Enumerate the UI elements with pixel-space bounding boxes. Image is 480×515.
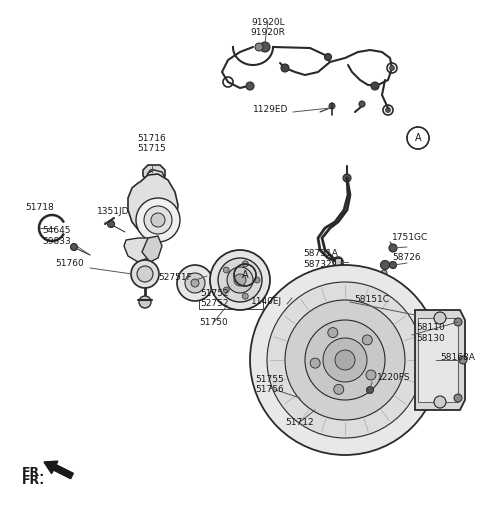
Circle shape bbox=[191, 279, 199, 287]
Polygon shape bbox=[335, 258, 341, 267]
Circle shape bbox=[434, 396, 446, 408]
Text: FR.: FR. bbox=[22, 473, 45, 487]
Text: 51712: 51712 bbox=[286, 418, 314, 427]
Circle shape bbox=[234, 274, 246, 286]
Circle shape bbox=[285, 300, 405, 420]
Circle shape bbox=[335, 350, 355, 370]
Circle shape bbox=[218, 258, 262, 302]
Circle shape bbox=[334, 384, 344, 394]
Text: 58151C: 58151C bbox=[354, 296, 389, 304]
Circle shape bbox=[254, 277, 260, 283]
Polygon shape bbox=[128, 174, 178, 238]
Circle shape bbox=[223, 287, 229, 293]
Circle shape bbox=[323, 338, 367, 382]
Polygon shape bbox=[418, 318, 458, 402]
Text: 58168A: 58168A bbox=[440, 353, 475, 363]
Text: 52751F: 52751F bbox=[158, 272, 192, 282]
Circle shape bbox=[267, 282, 423, 438]
Circle shape bbox=[343, 174, 351, 182]
Text: 54645
59833: 54645 59833 bbox=[42, 226, 71, 246]
Text: 51752
52752: 51752 52752 bbox=[200, 289, 228, 308]
Polygon shape bbox=[272, 288, 318, 332]
Text: 51716
51715: 51716 51715 bbox=[138, 133, 167, 153]
Polygon shape bbox=[124, 238, 152, 262]
Circle shape bbox=[389, 244, 397, 252]
Circle shape bbox=[389, 65, 395, 71]
Text: 1129ED: 1129ED bbox=[252, 105, 288, 113]
Polygon shape bbox=[415, 310, 465, 410]
Text: 51760: 51760 bbox=[55, 259, 84, 267]
Text: 58731A
58732: 58731A 58732 bbox=[303, 249, 338, 269]
Circle shape bbox=[366, 370, 376, 380]
Text: FR.: FR. bbox=[22, 467, 45, 479]
Circle shape bbox=[371, 82, 379, 90]
Circle shape bbox=[288, 295, 296, 301]
Text: 51718: 51718 bbox=[25, 202, 54, 212]
Circle shape bbox=[255, 43, 263, 51]
Circle shape bbox=[260, 42, 270, 52]
Circle shape bbox=[227, 267, 253, 293]
Circle shape bbox=[381, 261, 389, 269]
Circle shape bbox=[108, 220, 115, 228]
Circle shape bbox=[434, 312, 446, 324]
Circle shape bbox=[131, 260, 159, 288]
Circle shape bbox=[148, 169, 156, 177]
Circle shape bbox=[139, 296, 151, 308]
Polygon shape bbox=[143, 165, 165, 181]
Circle shape bbox=[362, 335, 372, 345]
Circle shape bbox=[454, 394, 462, 402]
Circle shape bbox=[242, 261, 248, 267]
Circle shape bbox=[367, 386, 373, 393]
Text: 1351JD: 1351JD bbox=[97, 207, 130, 215]
Circle shape bbox=[385, 108, 391, 112]
Circle shape bbox=[310, 358, 320, 368]
Text: A: A bbox=[415, 133, 421, 143]
Circle shape bbox=[246, 82, 254, 90]
Circle shape bbox=[137, 266, 153, 282]
Circle shape bbox=[136, 198, 180, 242]
Polygon shape bbox=[144, 170, 166, 195]
Circle shape bbox=[210, 250, 270, 310]
FancyArrow shape bbox=[44, 461, 73, 478]
Text: 1140EJ: 1140EJ bbox=[251, 298, 282, 306]
Text: 58726: 58726 bbox=[392, 252, 420, 262]
Polygon shape bbox=[142, 236, 162, 262]
Circle shape bbox=[151, 213, 165, 227]
Circle shape bbox=[185, 273, 205, 293]
Circle shape bbox=[459, 356, 467, 364]
Circle shape bbox=[71, 244, 77, 250]
Circle shape bbox=[329, 103, 335, 109]
Circle shape bbox=[389, 262, 396, 268]
Circle shape bbox=[454, 318, 462, 326]
Text: 58110
58130: 58110 58130 bbox=[416, 323, 445, 342]
Circle shape bbox=[324, 54, 332, 60]
Circle shape bbox=[242, 293, 248, 299]
Circle shape bbox=[144, 206, 172, 234]
Text: 91920L
91920R: 91920L 91920R bbox=[251, 18, 286, 38]
Text: 51750: 51750 bbox=[200, 318, 228, 327]
Circle shape bbox=[328, 328, 338, 338]
Circle shape bbox=[381, 270, 387, 276]
Circle shape bbox=[305, 320, 385, 400]
Text: 51755
51756: 51755 51756 bbox=[256, 375, 284, 394]
Circle shape bbox=[250, 265, 440, 455]
Text: 1220FS: 1220FS bbox=[377, 373, 410, 383]
Circle shape bbox=[281, 64, 289, 72]
Circle shape bbox=[223, 267, 229, 273]
Text: A: A bbox=[242, 270, 248, 280]
Circle shape bbox=[177, 265, 213, 301]
Circle shape bbox=[359, 101, 365, 107]
Text: 1751GC: 1751GC bbox=[392, 233, 428, 243]
